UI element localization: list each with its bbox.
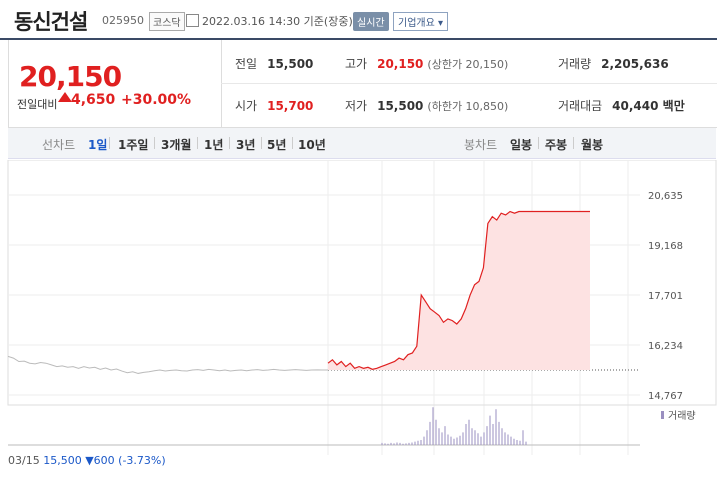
footer-summary: 03/15 15,500 ▼600 (-3.73%) [8, 454, 166, 467]
prev-close: 전일 15,500 [235, 55, 313, 72]
open-price: 시가 15,700 [235, 97, 313, 114]
price-chart[interactable]: 20,63519,16817,70116,23414,767거래량03/1610… [0, 160, 717, 455]
lower-limit: (하한가 10,850) [427, 100, 509, 113]
divider [154, 137, 155, 149]
tab-3year[interactable]: 3년 [236, 138, 256, 152]
volume-legend: 거래량 [668, 410, 696, 422]
low-value: 15,500 [377, 99, 424, 113]
y-tick-label: 17,701 [648, 291, 683, 302]
volume-legend-swatch [661, 411, 664, 419]
prev-close-label: 전일 [235, 57, 258, 71]
footer-change: ▼600 (-3.73%) [85, 454, 166, 467]
divider [229, 137, 230, 149]
low-price: 저가 15,500 (하한가 10,850) [345, 97, 508, 114]
trade-amount: 거래대금 40,440 백만 [558, 97, 685, 114]
footer-close: 15,500 [43, 454, 82, 467]
open-label: 시가 [235, 99, 258, 113]
today-area [328, 211, 590, 371]
stock-header: 동신건설 025950 코스닥 2022.03.16 14:30 기준(장중) … [0, 0, 717, 40]
tab-1week[interactable]: 1주일 [118, 138, 149, 152]
change-label: 전일대비 [17, 98, 58, 111]
divider [573, 137, 574, 149]
up-arrow-icon [58, 92, 72, 102]
line-chart-label: 선차트 [42, 138, 76, 152]
tab-monthly-candle[interactable]: 월봉 [581, 138, 604, 152]
volume-value: 2,205,636 [601, 57, 669, 71]
amount-value: 40,440 백만 [612, 99, 685, 113]
candle-chart-label: 봉차트 [464, 138, 498, 152]
volume-label: 거래량 [558, 57, 592, 71]
divider [221, 83, 717, 84]
stock-name: 동신건설 [14, 10, 88, 34]
stock-code: 025950 [102, 14, 144, 27]
tab-1day[interactable]: 1일 [88, 138, 108, 152]
volume: 거래량 2,205,636 [558, 55, 669, 72]
high-label: 고가 [345, 57, 368, 71]
change-percent: +30.00% [121, 92, 192, 108]
chart-tabs: 선차트 1일 1주일 3개월 1년 3년 5년 10년 봉차트 일봉 주봉 월봉 [8, 128, 716, 159]
open-value: 15,700 [267, 99, 314, 113]
divider [261, 137, 262, 149]
tab-daily-candle[interactable]: 일봉 [510, 138, 533, 152]
low-label: 저가 [345, 99, 368, 113]
y-tick-label: 16,234 [648, 341, 683, 352]
y-tick-label: 14,767 [648, 391, 683, 402]
current-price: 20,150 [19, 60, 122, 93]
high-price: 고가 20,150 (상한가 20,150) [345, 55, 508, 72]
today-line [327, 210, 590, 370]
prev-close-value: 15,500 [267, 57, 314, 71]
divider [109, 137, 110, 149]
quote-time: 2022.03.16 14:30 기준(장중) [202, 15, 353, 28]
high-value: 20,150 [377, 57, 424, 71]
divider [538, 137, 539, 149]
tab-weekly-candle[interactable]: 주봉 [545, 138, 568, 152]
tab-10year[interactable]: 10년 [298, 138, 326, 152]
tab-1year[interactable]: 1년 [204, 138, 224, 152]
y-tick-label: 20,635 [648, 191, 683, 202]
prev-day-line [7, 355, 328, 374]
footer-date: 03/15 [8, 454, 40, 467]
tab-5year[interactable]: 5년 [267, 138, 287, 152]
tab-3month[interactable]: 3개월 [161, 138, 192, 152]
company-overview-dropdown[interactable]: 기업개요 ▾ [393, 12, 448, 31]
realtime-button[interactable]: 실시간 [353, 12, 389, 31]
divider [292, 137, 293, 149]
change-value: 4,650 [71, 92, 116, 108]
amount-label: 거래대금 [558, 99, 603, 113]
divider [197, 137, 198, 149]
quote-panel: 20,150 전일대비 4,650 +30.00% 전일 15,500 고가 20,… [8, 40, 717, 128]
y-tick-label: 19,168 [648, 241, 683, 252]
market-badge: 코스닥 [149, 12, 185, 31]
calendar-icon [186, 14, 199, 27]
upper-limit: (상한가 20,150) [427, 58, 509, 71]
